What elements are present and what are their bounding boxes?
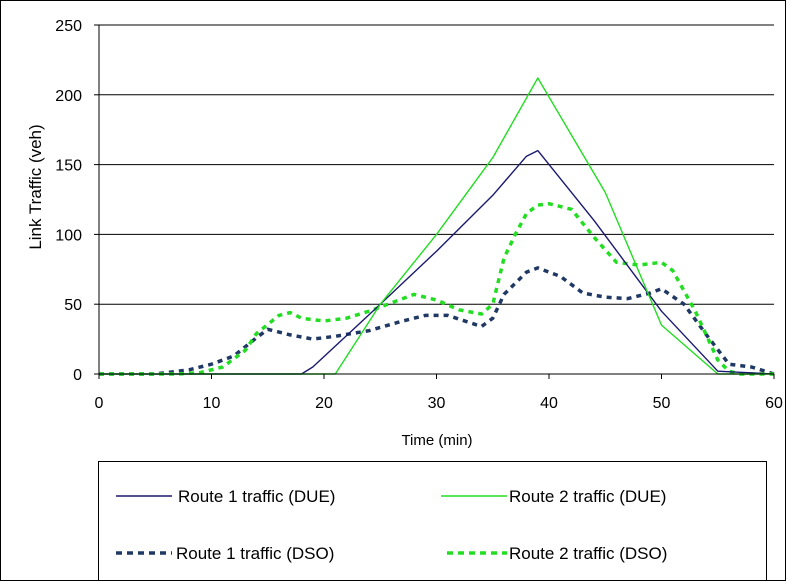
tick-labels: 0 50 100 150 200 250 0 10 20 30 40 50 60 xyxy=(55,18,783,412)
y-tick-label: 200 xyxy=(55,88,82,105)
y-axis-label: Link Traffic (veh) xyxy=(26,124,45,249)
legend-box xyxy=(98,461,767,585)
legend-label-1: Route 1 traffic (DUE) xyxy=(178,487,335,506)
x-tick-label: 0 xyxy=(95,395,104,412)
legend-label-2: Route 2 traffic (DUE) xyxy=(509,487,666,506)
series-line-3 xyxy=(99,266,775,376)
x-tick-label: 10 xyxy=(203,395,221,412)
x-tick-label: 40 xyxy=(540,395,558,412)
x-tick-label: 60 xyxy=(765,395,783,412)
y-tick-label: 50 xyxy=(64,297,82,314)
series-line-4 xyxy=(99,201,774,376)
y-tick-label: 150 xyxy=(55,158,82,175)
series-line-2 xyxy=(99,77,774,375)
x-tick-label: 50 xyxy=(653,395,671,412)
x-tick-label: 20 xyxy=(315,395,333,412)
legend: Route 1 traffic (DUE) Route 2 traffic (DU… xyxy=(98,461,767,585)
gridlines xyxy=(99,24,774,305)
y-tick-label: 100 xyxy=(55,227,82,244)
series-line-1 xyxy=(99,149,775,375)
x-axis-label: Time (min) xyxy=(401,432,472,449)
legend-label-4: Route 2 traffic (DSO) xyxy=(509,544,667,563)
x-tick-label: 30 xyxy=(428,395,446,412)
series-lines xyxy=(99,77,775,376)
y-tick-label: 0 xyxy=(73,367,82,384)
legend-label-3: Route 1 traffic (DSO) xyxy=(176,544,334,563)
axes xyxy=(94,24,775,379)
y-tick-label: 250 xyxy=(55,18,82,35)
